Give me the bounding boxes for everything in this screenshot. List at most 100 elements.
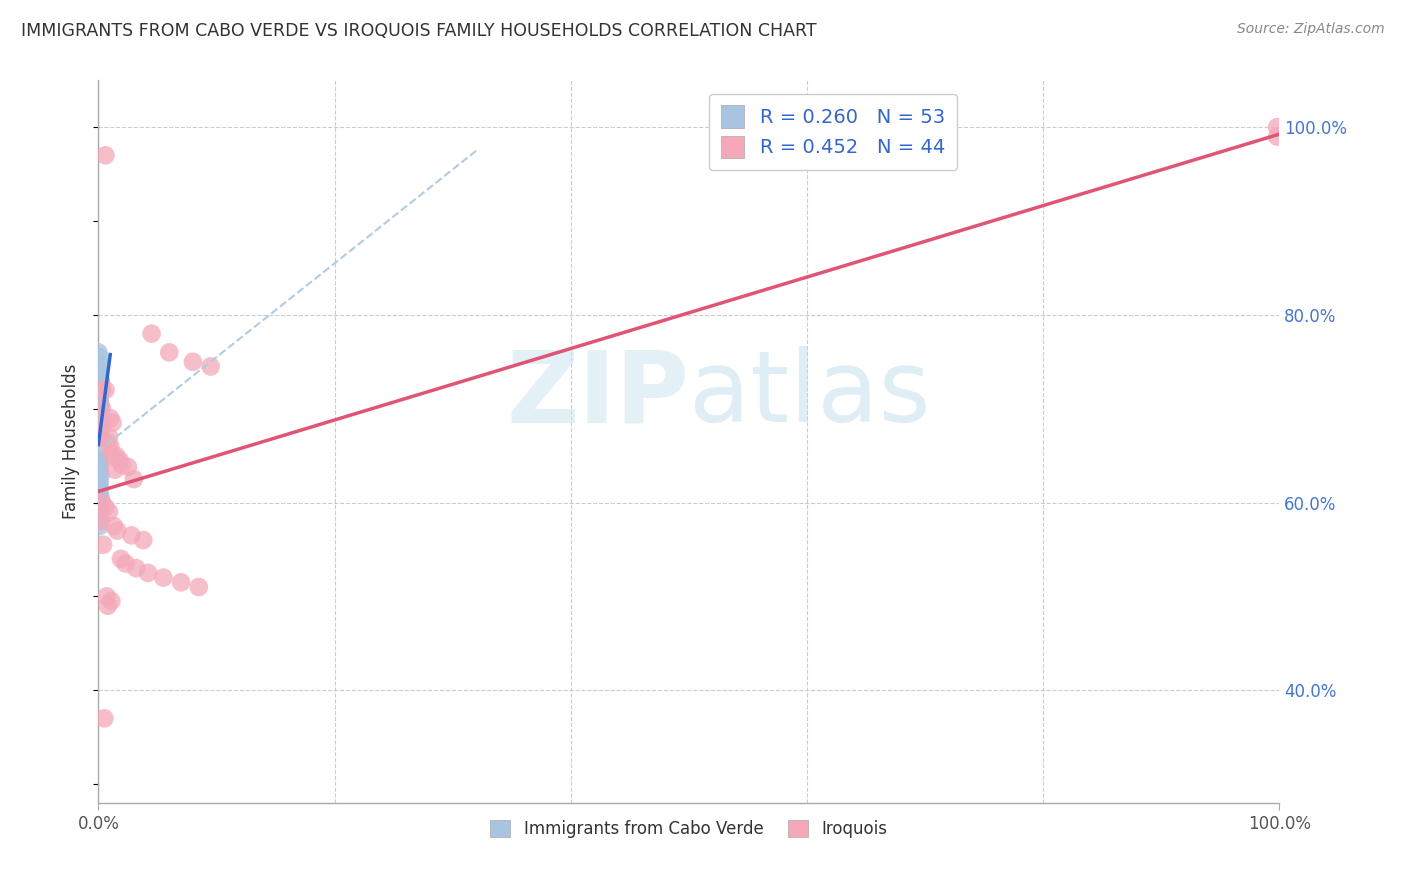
Point (89, 368, 111, 383)
Point (121, 528, 143, 542)
Point (89, 418, 111, 433)
Point (90, 467, 112, 482)
Point (89, 394, 111, 409)
Point (152, 571, 174, 585)
Point (91, 383, 114, 397)
Point (94, 500, 117, 515)
Point (90, 374, 112, 388)
Point (90, 378, 112, 392)
Point (170, 575, 193, 590)
Point (89, 447, 111, 461)
Point (200, 359, 222, 374)
Point (90, 430, 112, 444)
Point (89, 350, 111, 364)
Point (98, 430, 121, 444)
Point (90, 413, 112, 427)
Point (136, 566, 159, 580)
Point (187, 580, 209, 594)
Point (89, 428, 111, 442)
Point (89, 425, 111, 439)
Point (89, 458, 111, 472)
Point (89, 495, 111, 509)
Point (89, 434, 111, 449)
Point (108, 453, 131, 467)
Point (89, 486, 111, 500)
Point (91, 416, 114, 430)
Point (89, 519, 111, 533)
Point (89, 505, 111, 519)
Point (94, 148, 117, 162)
Point (89, 476, 111, 491)
Point (1265, 129, 1288, 144)
Point (181, 355, 204, 369)
Point (89, 444, 111, 458)
Point (89, 500, 111, 515)
Text: IMMIGRANTS FROM CABO VERDE VS IROQUOIS FAMILY HOUSEHOLDS CORRELATION CHART: IMMIGRANTS FROM CABO VERDE VS IROQUOIS F… (21, 22, 817, 40)
Text: Source: ZipAtlas.com: Source: ZipAtlas.com (1237, 22, 1385, 37)
Point (90, 376, 112, 390)
Point (89, 450, 111, 465)
Point (89, 459, 111, 474)
Point (89, 432, 111, 446)
Point (98, 439, 121, 453)
Point (1265, 120, 1288, 135)
Point (96, 434, 118, 449)
Point (89, 387, 111, 401)
Point (97, 439, 120, 453)
Text: ZIP: ZIP (506, 346, 689, 443)
Point (89, 482, 111, 496)
Point (101, 416, 124, 430)
Point (89, 391, 111, 405)
Point (87, 345, 110, 359)
Point (98, 505, 121, 519)
Y-axis label: Family Households: Family Households (62, 364, 80, 519)
Point (90, 514, 112, 528)
Point (122, 472, 145, 486)
Point (89, 409, 111, 424)
Point (117, 459, 139, 474)
Point (89, 453, 111, 467)
Point (141, 326, 163, 341)
Point (94, 383, 117, 397)
Point (90, 439, 112, 453)
Point (111, 458, 134, 472)
Point (89, 472, 111, 486)
Point (103, 519, 125, 533)
Point (89, 441, 111, 455)
Legend: Immigrants from Cabo Verde, Iroquois: Immigrants from Cabo Verde, Iroquois (484, 814, 894, 845)
Point (93, 711, 115, 725)
Point (89, 397, 111, 411)
Point (89, 420, 111, 434)
Point (89, 420, 111, 434)
Point (89, 463, 111, 477)
Point (110, 551, 132, 566)
Point (89, 411, 111, 425)
Point (89, 364, 111, 378)
Point (104, 463, 127, 477)
Point (89, 437, 111, 451)
Point (100, 594, 122, 608)
Point (125, 561, 148, 575)
Point (89, 392, 111, 407)
Point (91, 495, 114, 509)
Point (91, 401, 114, 416)
Point (101, 449, 124, 463)
Point (90, 381, 112, 395)
Point (89, 384, 111, 399)
Point (90, 399, 112, 413)
Point (97, 599, 120, 613)
Point (98, 411, 121, 425)
Point (89, 406, 111, 420)
Point (105, 524, 128, 538)
Point (89, 422, 111, 436)
Point (89, 401, 111, 416)
Point (91, 538, 114, 552)
Point (132, 533, 155, 547)
Point (96, 590, 118, 604)
Point (89, 403, 111, 417)
Point (90, 491, 112, 505)
Point (91, 383, 114, 397)
Text: atlas: atlas (689, 346, 931, 443)
Point (105, 449, 128, 463)
Point (89, 512, 111, 526)
